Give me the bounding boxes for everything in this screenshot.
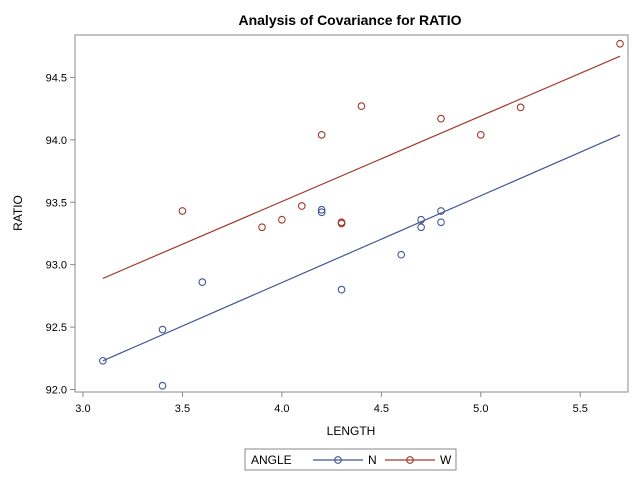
x-tick-label: 5.5 bbox=[573, 403, 588, 415]
y-tick-label: 94.5 bbox=[46, 72, 67, 84]
point-n bbox=[158, 325, 167, 334]
y-tick-label: 92.5 bbox=[46, 322, 67, 334]
point-w bbox=[317, 131, 326, 139]
legend-marker-w bbox=[406, 456, 414, 464]
point-n bbox=[198, 278, 207, 287]
point-n bbox=[337, 285, 346, 294]
point-n bbox=[417, 223, 425, 232]
y-tick-label: 94.0 bbox=[46, 135, 67, 147]
point-w bbox=[297, 202, 306, 210]
y-tick-label: 93.5 bbox=[46, 197, 67, 209]
point-n bbox=[417, 215, 425, 224]
point-n bbox=[437, 218, 445, 227]
point-w bbox=[437, 114, 445, 123]
y-tick-label: 93.0 bbox=[46, 260, 67, 272]
y-axis-label: RATIO bbox=[11, 195, 25, 231]
point-n bbox=[317, 208, 326, 217]
fit-line-n bbox=[102, 134, 621, 362]
legend-title: ANGLE bbox=[251, 453, 292, 467]
x-tick-label: 5.0 bbox=[473, 403, 488, 415]
legend: ANGLE N W bbox=[244, 448, 457, 471]
point-w bbox=[278, 215, 286, 224]
y-tick-label: 92.0 bbox=[46, 385, 67, 397]
point-n bbox=[158, 381, 167, 390]
point-w bbox=[516, 103, 525, 112]
regression-lines bbox=[102, 55, 621, 362]
point-w bbox=[258, 223, 266, 232]
point-w bbox=[616, 39, 624, 48]
point-n bbox=[437, 207, 445, 215]
x-tick-label: 3.0 bbox=[75, 403, 90, 415]
x-tick-label: 4.0 bbox=[274, 403, 289, 415]
point-w bbox=[357, 102, 366, 111]
point-n bbox=[397, 250, 406, 259]
y-axis: 92.0 92.5 93.0 93.5 94.0 94.5 bbox=[46, 72, 75, 397]
legend-marker-n bbox=[334, 456, 342, 464]
point-w bbox=[476, 131, 485, 139]
point-w bbox=[178, 207, 187, 215]
legend-entry-w: W bbox=[440, 453, 452, 467]
x-axis: 3.0 3.5 4.0 4.5 5.0 5.5 bbox=[75, 392, 588, 415]
x-tick-label: 4.5 bbox=[374, 403, 389, 415]
plot-area-frame bbox=[74, 34, 629, 393]
legend-frame bbox=[244, 448, 457, 471]
chart-title: Analysis of Covariance for RATIO bbox=[238, 12, 461, 28]
point-w bbox=[337, 219, 346, 228]
fit-line-w bbox=[102, 55, 621, 279]
point-n bbox=[317, 205, 326, 214]
x-tick-label: 3.5 bbox=[175, 403, 190, 415]
point-n bbox=[98, 356, 107, 365]
data-points bbox=[98, 39, 624, 390]
legend-entry-n: N bbox=[368, 453, 377, 467]
x-axis-label: LENGTH bbox=[327, 424, 376, 438]
